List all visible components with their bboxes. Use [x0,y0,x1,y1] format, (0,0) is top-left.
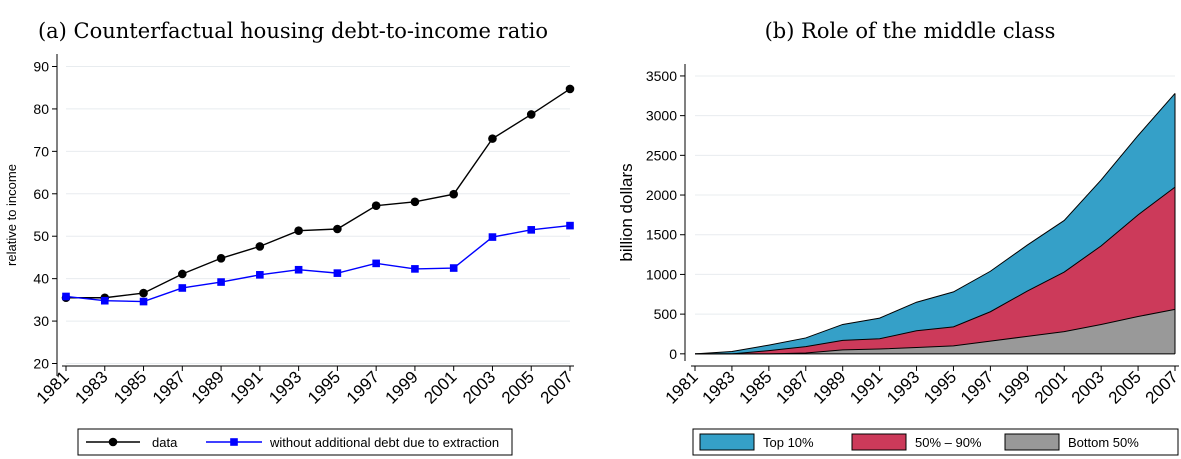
legend-box [77,428,513,456]
legend-label: Top 10% [763,435,814,450]
area-layer [695,309,1175,354]
x-tick-label: 1985 [735,367,775,407]
legend-box [692,428,1179,456]
x-tick-label: 1987 [772,367,812,407]
area-layer [695,187,1175,354]
data-point [488,233,497,241]
x-tick-label: 1989 [809,367,849,407]
x-tick-label: 1999 [382,367,422,407]
area-boundary [695,186,1176,355]
chart-b-title: (b) Role of the middle class [765,19,1056,43]
data-point [526,110,536,119]
data-point [139,288,148,298]
x-tick-label: 1991 [226,367,266,407]
y-tick-label: 3500 [646,68,677,84]
y-tick-label: 1500 [646,227,677,243]
data-point [449,264,458,272]
y-tick-label: 2500 [646,147,677,163]
data-point [411,265,419,273]
x-tick-label: 1993 [265,367,305,407]
series-line [66,88,571,299]
x-tick-label: 1987 [149,367,189,407]
area-boundary [694,93,1176,355]
data-point [371,201,381,210]
data-point [178,284,187,292]
chart-b: 0 500 1000 1500 2000 2500 3000 3500 198119831985… [617,64,1181,456]
data-point [62,292,70,301]
series-line [65,224,571,303]
y-tick-label: 1000 [646,266,677,282]
y-tick-label: 2000 [646,187,677,203]
x-tick-label: 2007 [537,367,577,407]
x-tick-label: 1985 [110,367,150,407]
data-point [294,265,303,274]
y-tick-label: 90 [33,58,49,74]
data-point [565,84,575,94]
data-point [372,259,380,268]
x-tick-label: 1981 [662,367,702,407]
x-tick-label: 1997 [957,367,997,407]
data-point [255,242,265,251]
x-tick-label: 1983 [699,367,739,407]
data-point [333,224,342,234]
data-point [527,226,536,234]
data-point [256,271,264,279]
y-tick-label: 3000 [646,108,677,124]
data-point [333,269,342,277]
x-tick-label: 2001 [420,367,460,407]
x-tick-label: 2007 [1142,367,1181,407]
legend-label: data [152,435,178,450]
legend: Top 10% 50% – 90% Bottom 50% [692,428,1179,456]
data-point [566,221,574,230]
x-tick-label: 1989 [188,367,228,407]
x-tick-label: 2005 [1105,367,1145,407]
data-point [488,134,497,143]
legend: data without additional debt due to extra… [77,428,513,456]
data-point [100,296,109,305]
legend-label: 50% – 90% [915,435,982,450]
legend-label: Bottom 50% [1068,435,1139,450]
data-point [216,253,226,263]
data-point [139,297,148,306]
x-tick-label: 1995 [304,367,344,407]
legend-key-marker [108,437,118,447]
legend-swatch [851,433,907,451]
x-tick-label: 1991 [846,367,886,407]
legend-swatch [699,433,755,451]
y-tick-label: 50 [33,228,49,244]
x-tick-label: 2003 [1068,367,1108,407]
y-axis-title: billion dollars [617,163,636,261]
area-layer [695,93,1175,354]
y-tick-label: 80 [33,101,49,117]
x-tick-label: 2003 [459,367,499,407]
x-tick-label: 1997 [343,367,383,407]
x-tick-label: 1993 [883,367,923,407]
chart-a: 20 30 40 50 60 70 80 90 198119831985198719891991… [4,54,577,456]
x-tick-label: 1981 [33,367,73,407]
legend-swatch [1004,433,1060,451]
x-tick-label: 1999 [994,367,1034,407]
y-tick-label: 60 [33,186,49,202]
y-tick-label: 0 [669,346,677,362]
x-tick-label: 2005 [498,367,538,407]
chart-a-title: (a) Counterfactual housing debt-to-incom… [38,19,548,43]
data-point [178,269,187,279]
data-point [410,197,420,207]
x-tick-label: 2001 [1031,367,1071,407]
y-tick-label: 20 [33,356,49,372]
y-tick-label: 500 [654,306,678,322]
legend-label: without additional debt due to extractio… [269,435,499,450]
y-tick-label: 70 [33,143,49,159]
y-axis-title: relative to income [4,164,19,266]
legend-key-marker [230,438,238,446]
y-tick-label: 30 [33,313,49,329]
data-point [217,278,225,286]
y-tick-label: 40 [33,271,49,287]
x-tick-label: 1983 [71,367,111,407]
data-point [449,189,458,199]
x-tick-label: 1995 [920,367,960,407]
data-point [294,226,303,235]
